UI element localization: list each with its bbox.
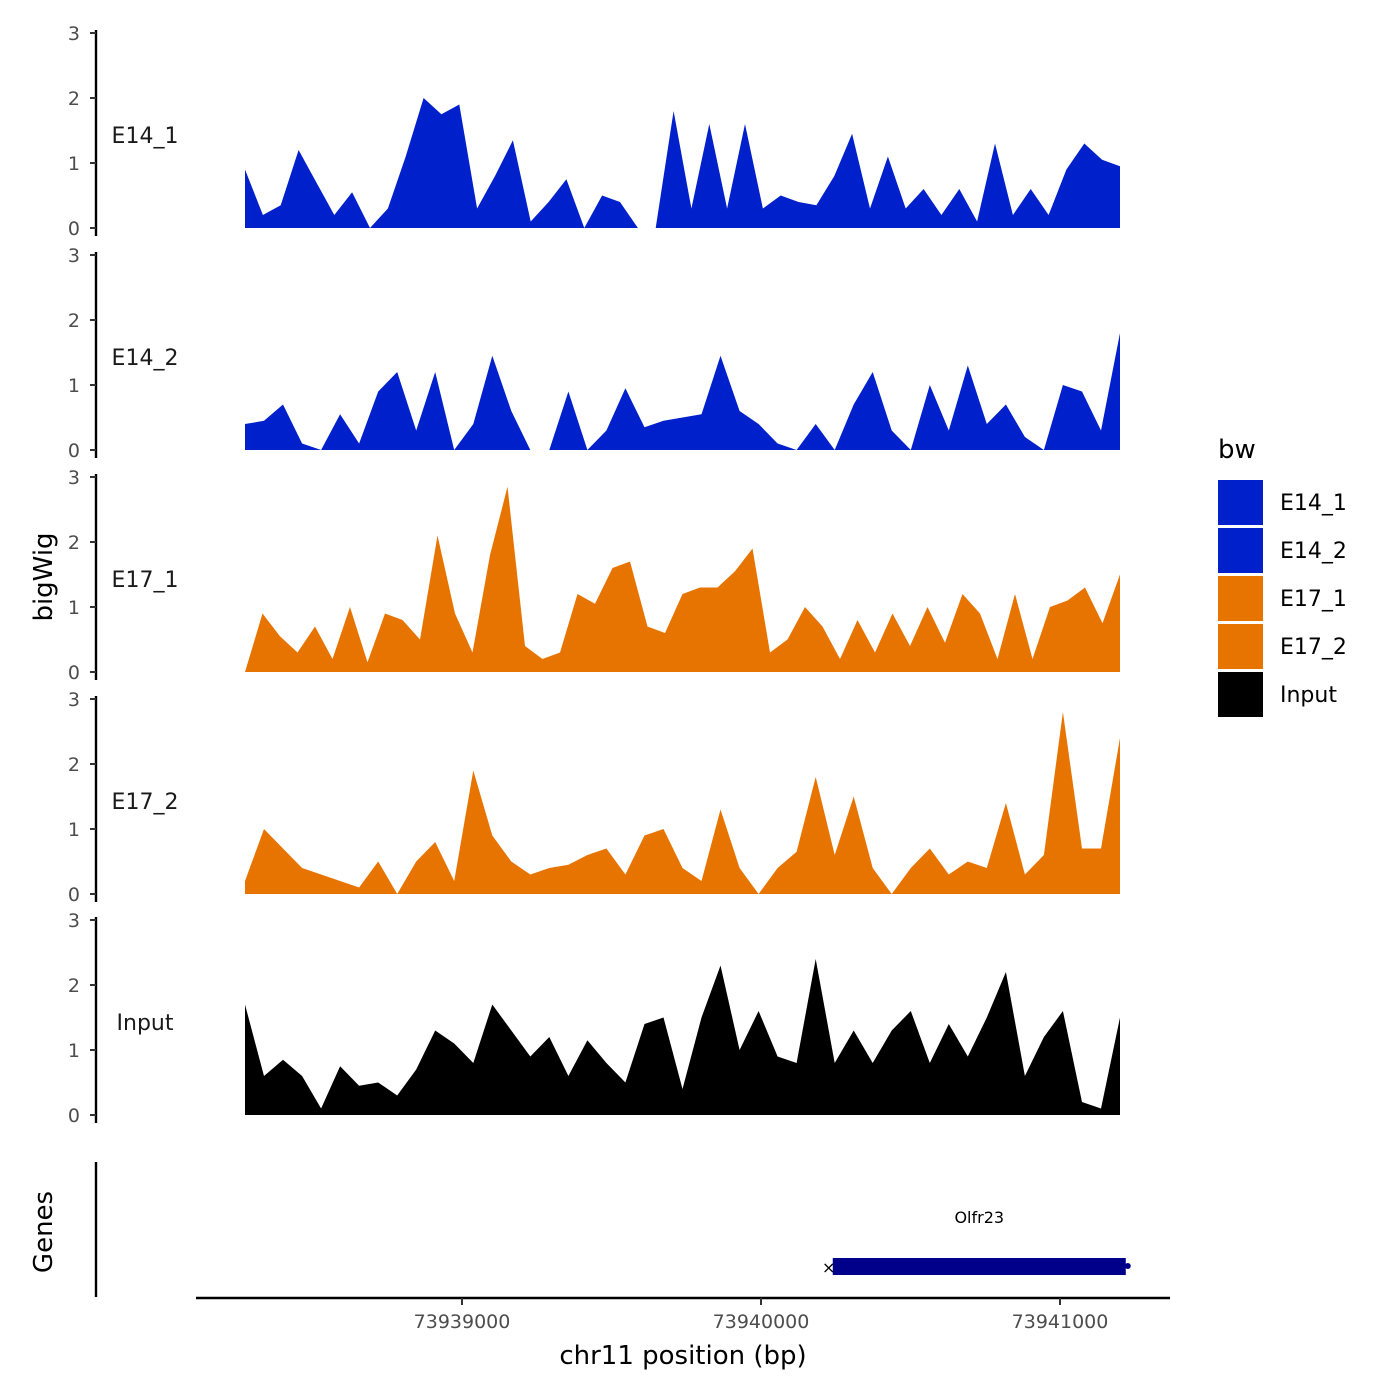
legend-swatch-e17-1	[1218, 576, 1263, 621]
track-label: Input	[117, 1011, 174, 1036]
y-tick-label: 0	[68, 662, 80, 684]
track-label: E17_2	[112, 790, 179, 815]
legend-label: E17_2	[1280, 635, 1347, 660]
x-tick-label: 73940000	[713, 1311, 810, 1333]
gene-body	[832, 1258, 1126, 1275]
y-tick-label: 1	[68, 819, 80, 841]
y-tick-label: 3	[68, 23, 80, 45]
track-label: E14_1	[112, 124, 179, 149]
legend: bw E14_1 E14_2 E17_1 E17_2 Input	[1218, 435, 1347, 717]
coverage-area-input	[245, 959, 1120, 1115]
y-tick-label: 2	[68, 754, 80, 776]
track-e14-1: 0 1 2 3 E14_1	[68, 23, 1120, 240]
track-label: E14_2	[112, 346, 179, 371]
y-tick-label: 3	[68, 689, 80, 711]
gene-track-panel: Genes × Olfr23	[29, 1162, 1131, 1297]
y-tick-label: 3	[68, 910, 80, 932]
coverage-area-e17-2	[245, 712, 1120, 894]
y-tick-label: 2	[68, 310, 80, 332]
x-axis: 73939000 73940000 73941000	[196, 1296, 1170, 1333]
y-tick-label: 3	[68, 467, 80, 489]
legend-label: E17_1	[1280, 587, 1347, 612]
coverage-area-e17-1	[245, 486, 1120, 672]
legend-swatch-input	[1218, 672, 1263, 717]
track-e14-2: 0 1 2 3 E14_2	[68, 245, 1120, 462]
x-axis-title: chr11 position (bp)	[559, 1341, 806, 1371]
y-tick-label: 1	[68, 375, 80, 397]
y-axis-title: bigWig	[29, 532, 59, 621]
x-tick-label: 73939000	[414, 1311, 511, 1333]
legend-label: E14_2	[1280, 539, 1347, 564]
gene-strand-marker-left: ×	[822, 1258, 835, 1277]
y-tick-label: 2	[68, 532, 80, 554]
legend-swatch-e17-2	[1218, 624, 1263, 669]
coverage-area-e14-1	[245, 98, 1120, 228]
track-input: 0 1 2 3 Input	[68, 910, 1120, 1127]
y-tick-label: 1	[68, 597, 80, 619]
y-tick-label: 2	[68, 88, 80, 110]
legend-label: E14_1	[1280, 491, 1347, 516]
y-tick-label: 1	[68, 153, 80, 175]
y-tick-label: 0	[68, 218, 80, 240]
legend-swatch-e14-2	[1218, 528, 1263, 573]
track-panels: 0 1 2 3 E14_1 0 1 2 3 E14_2 0 1 2 3 E17_1 0 1 2 3 E17_2 0 1 2 3…	[68, 23, 1120, 1127]
gene-label: Olfr23	[954, 1208, 1004, 1227]
legend-label: Input	[1280, 683, 1337, 708]
y-tick-label: 0	[68, 1105, 80, 1127]
legend-title: bw	[1218, 435, 1256, 465]
x-tick-label: 73941000	[1012, 1311, 1109, 1333]
track-e17-1: 0 1 2 3 E17_1	[68, 467, 1120, 684]
y-tick-label: 0	[68, 884, 80, 906]
y-tick-label: 3	[68, 245, 80, 267]
y-tick-label: 1	[68, 1040, 80, 1062]
gene-track-title: Genes	[29, 1191, 59, 1273]
legend-swatch-e14-1	[1218, 480, 1263, 525]
gene-end-marker	[1124, 1263, 1131, 1269]
y-tick-label: 2	[68, 975, 80, 997]
y-tick-label: 0	[68, 440, 80, 462]
track-e17-2: 0 1 2 3 E17_2	[68, 689, 1120, 906]
coverage-area-e14-2	[245, 333, 1120, 450]
track-label: E17_1	[112, 568, 179, 593]
